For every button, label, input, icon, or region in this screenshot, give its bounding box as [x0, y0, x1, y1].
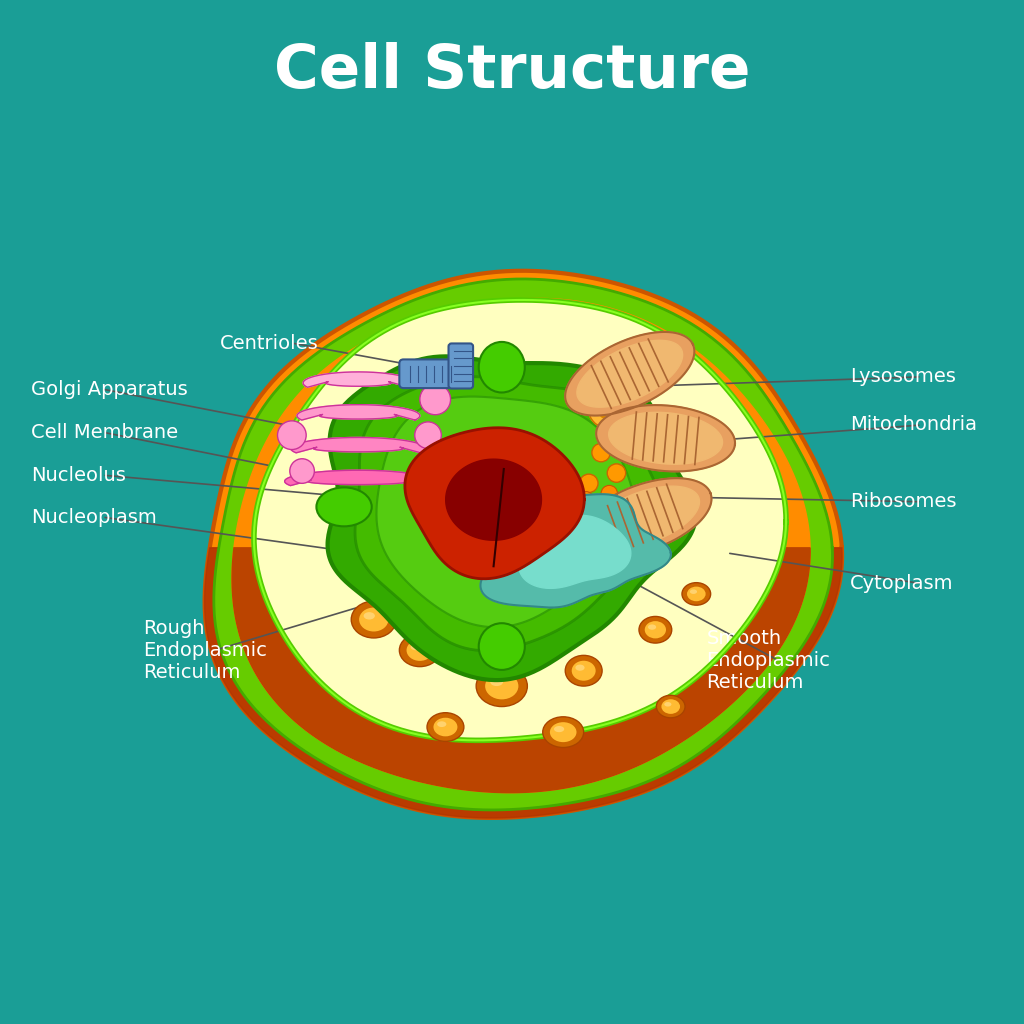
Ellipse shape: [554, 726, 564, 732]
Text: Cell Structure: Cell Structure: [273, 42, 751, 101]
Text: Ribosomes: Ribosomes: [850, 493, 956, 511]
Text: Nucleolus: Nucleolus: [31, 466, 126, 484]
Polygon shape: [577, 340, 683, 408]
Polygon shape: [210, 270, 842, 548]
Polygon shape: [205, 270, 842, 818]
Circle shape: [594, 380, 604, 390]
Text: Golgi Apparatus: Golgi Apparatus: [31, 380, 187, 398]
Ellipse shape: [571, 660, 596, 681]
Polygon shape: [303, 372, 414, 387]
Ellipse shape: [662, 699, 680, 714]
Text: Mitochondria: Mitochondria: [850, 416, 977, 434]
Ellipse shape: [682, 583, 711, 605]
Text: Nucleoplasm: Nucleoplasm: [31, 508, 157, 526]
Ellipse shape: [478, 624, 524, 670]
Ellipse shape: [316, 487, 372, 526]
Polygon shape: [565, 332, 694, 416]
Ellipse shape: [490, 678, 503, 686]
Circle shape: [420, 384, 451, 415]
Ellipse shape: [476, 666, 527, 707]
Ellipse shape: [407, 640, 433, 660]
Polygon shape: [580, 366, 618, 404]
Ellipse shape: [575, 665, 585, 671]
FancyBboxPatch shape: [399, 359, 461, 388]
Polygon shape: [328, 356, 695, 680]
Polygon shape: [591, 486, 699, 548]
Polygon shape: [608, 413, 723, 464]
Ellipse shape: [565, 655, 602, 686]
Ellipse shape: [665, 702, 672, 707]
Polygon shape: [590, 400, 618, 427]
Ellipse shape: [485, 673, 518, 699]
Ellipse shape: [359, 607, 388, 632]
Circle shape: [607, 464, 626, 482]
Ellipse shape: [645, 622, 666, 638]
Ellipse shape: [648, 625, 656, 630]
Polygon shape: [596, 406, 735, 471]
Polygon shape: [205, 548, 842, 818]
Polygon shape: [232, 548, 810, 793]
Text: Smooth
Endoplasmic
Reticulum: Smooth Endoplasmic Reticulum: [707, 629, 830, 692]
Circle shape: [578, 492, 594, 508]
Circle shape: [580, 474, 598, 493]
Ellipse shape: [639, 616, 672, 643]
Circle shape: [290, 459, 314, 483]
Ellipse shape: [399, 634, 440, 667]
Polygon shape: [297, 404, 420, 420]
FancyBboxPatch shape: [449, 343, 473, 388]
Ellipse shape: [656, 695, 685, 718]
Ellipse shape: [433, 718, 458, 736]
Circle shape: [415, 422, 441, 449]
Circle shape: [592, 443, 610, 462]
Ellipse shape: [550, 722, 577, 742]
Text: Centrioles: Centrioles: [220, 334, 318, 352]
Ellipse shape: [437, 721, 446, 727]
Polygon shape: [355, 377, 663, 650]
Text: Rough
Endoplasmic
Reticulum: Rough Endoplasmic Reticulum: [143, 618, 267, 682]
Circle shape: [278, 421, 306, 450]
Circle shape: [589, 506, 605, 522]
Polygon shape: [254, 300, 786, 740]
Ellipse shape: [427, 713, 464, 741]
Polygon shape: [214, 279, 833, 810]
Text: Cell Membrane: Cell Membrane: [31, 423, 178, 441]
Ellipse shape: [351, 601, 396, 638]
Polygon shape: [291, 437, 426, 453]
Ellipse shape: [543, 717, 584, 748]
Polygon shape: [480, 495, 671, 607]
Polygon shape: [285, 470, 432, 485]
Polygon shape: [404, 428, 585, 579]
Polygon shape: [232, 298, 810, 793]
Circle shape: [421, 455, 443, 477]
Text: Lysosomes: Lysosomes: [850, 368, 955, 386]
Text: Cytoplasm: Cytoplasm: [850, 574, 953, 593]
Polygon shape: [377, 396, 635, 627]
Ellipse shape: [364, 612, 375, 620]
Ellipse shape: [634, 487, 685, 526]
Circle shape: [614, 501, 631, 517]
Polygon shape: [205, 548, 842, 818]
Ellipse shape: [690, 590, 697, 594]
Polygon shape: [205, 270, 842, 818]
Circle shape: [601, 485, 617, 502]
Circle shape: [622, 516, 638, 532]
Ellipse shape: [411, 644, 421, 650]
Ellipse shape: [478, 342, 524, 392]
Polygon shape: [579, 478, 712, 556]
Ellipse shape: [687, 587, 706, 601]
Polygon shape: [445, 459, 542, 541]
Polygon shape: [519, 515, 631, 589]
Circle shape: [600, 410, 608, 418]
